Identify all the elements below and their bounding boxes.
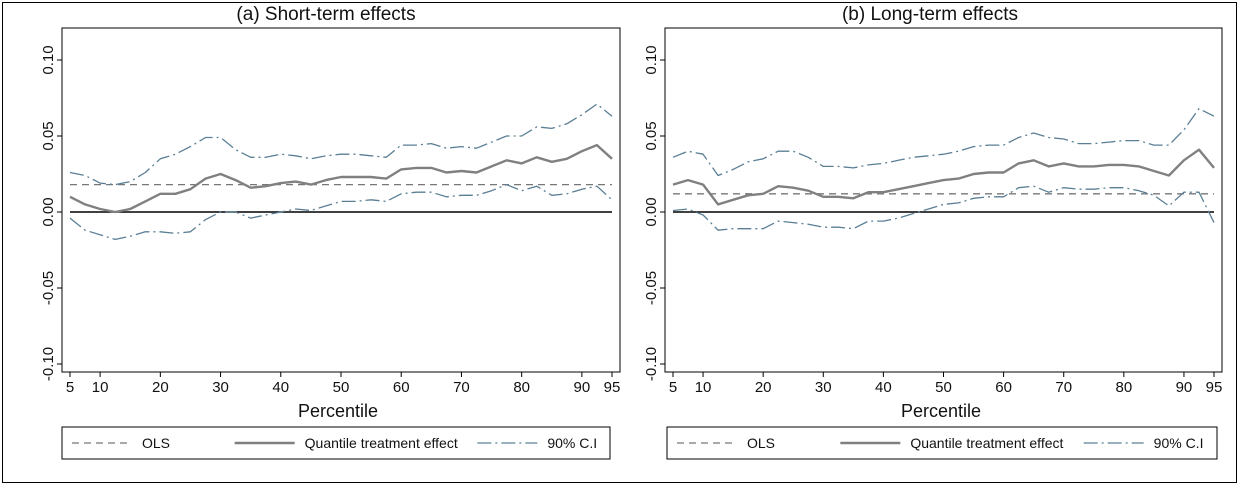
x-tick-label: 20 [152, 379, 169, 396]
legend-label: 90% C.I [1154, 435, 1204, 451]
ci-line [69, 103, 613, 186]
panel-title: (a) Short-term effects [236, 4, 415, 25]
x-tick-label: 50 [333, 379, 350, 396]
ci-line [672, 185, 1215, 231]
legend-label: 90% C.I [547, 435, 597, 451]
y-tick-label: -0.10 [40, 347, 57, 381]
y-tick-label: -0.05 [643, 271, 660, 305]
qte-line [672, 148, 1215, 206]
legend-box [666, 426, 1218, 460]
panel-title: (b) Long-term effects [842, 4, 1018, 25]
qte-line [69, 143, 613, 214]
y-tick-label: -0.05 [40, 271, 57, 305]
x-axis-label: Percentile [298, 401, 378, 421]
ci-line [672, 107, 1215, 177]
x-tick-label: 40 [875, 379, 892, 396]
x-tick-label: 40 [272, 379, 289, 396]
x-tick-label: 10 [92, 379, 109, 396]
x-tick-label: 60 [995, 379, 1012, 396]
x-tick-label: 90 [574, 379, 591, 396]
x-axis-label: Percentile [901, 401, 981, 421]
x-tick-label: 70 [1055, 379, 1072, 396]
ci-line [69, 183, 613, 241]
legend: OLS Quantile treatment effect 90% C.I [666, 426, 1218, 460]
x-tick-label: 5 [669, 379, 677, 396]
y-tick-label: -0.10 [643, 347, 660, 381]
y-tick-label: 0.10 [643, 45, 660, 74]
legend-label: OLS [747, 435, 775, 451]
legend-label: Quantile treatment effect [305, 435, 458, 451]
x-tick-label: 20 [755, 379, 772, 396]
x-tick-label: 5 [66, 379, 74, 396]
y-tick-label: 0.05 [40, 121, 57, 150]
legend-label: Quantile treatment effect [910, 435, 1063, 451]
y-tick-label: 0.00 [643, 197, 660, 226]
panel-long-term: (b) Long-term effects Percentile -0.10 -0… [643, 4, 1223, 460]
x-tick-label: 60 [393, 379, 410, 396]
legend-box [61, 426, 611, 460]
x-tick-label: 80 [1115, 379, 1132, 396]
x-tick-label: 80 [513, 379, 530, 396]
x-tick-label: 50 [935, 379, 952, 396]
legend-label: OLS [142, 435, 170, 451]
x-tick-label: 95 [604, 379, 621, 396]
x-tick-label: 30 [815, 379, 832, 396]
y-tick-label: 0.10 [40, 45, 57, 74]
x-tick-label: 90 [1176, 379, 1193, 396]
y-tick-label: 0.00 [40, 197, 57, 226]
plot-area [664, 27, 1223, 373]
x-tick-label: 70 [453, 379, 470, 396]
x-tick-label: 95 [1206, 379, 1223, 396]
legend: OLS Quantile treatment effect 90% C.I [61, 426, 611, 460]
panel-short-term: (a) Short-term effects Percentile -0.10 -… [40, 4, 621, 460]
x-tick-label: 30 [212, 379, 229, 396]
x-tick-label: 10 [695, 379, 712, 396]
y-tick-label: 0.05 [643, 121, 660, 150]
